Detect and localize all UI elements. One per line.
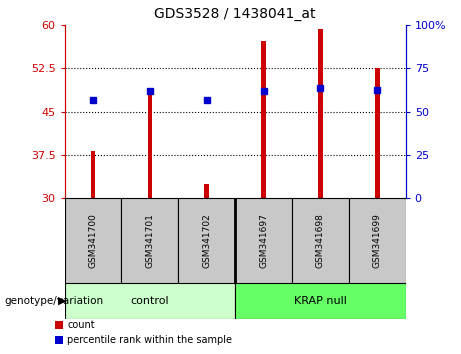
Text: GSM341701: GSM341701 bbox=[145, 213, 154, 268]
Title: GDS3528 / 1438041_at: GDS3528 / 1438041_at bbox=[154, 7, 316, 21]
Text: GSM341700: GSM341700 bbox=[89, 213, 97, 268]
Bar bbox=[148, 94, 152, 198]
Bar bbox=[318, 29, 323, 198]
Bar bbox=[261, 41, 266, 198]
Legend: count, percentile rank within the sample: count, percentile rank within the sample bbox=[51, 316, 236, 349]
Text: GSM341699: GSM341699 bbox=[373, 213, 382, 268]
FancyBboxPatch shape bbox=[121, 198, 178, 283]
Text: GSM341698: GSM341698 bbox=[316, 213, 325, 268]
FancyBboxPatch shape bbox=[235, 198, 292, 283]
Text: ▶: ▶ bbox=[58, 296, 66, 306]
Text: GSM341702: GSM341702 bbox=[202, 213, 211, 268]
Text: genotype/variation: genotype/variation bbox=[5, 296, 104, 306]
Text: GSM341697: GSM341697 bbox=[259, 213, 268, 268]
FancyBboxPatch shape bbox=[178, 198, 235, 283]
Text: control: control bbox=[130, 296, 169, 306]
FancyBboxPatch shape bbox=[349, 198, 406, 283]
Bar bbox=[375, 68, 379, 198]
FancyBboxPatch shape bbox=[65, 198, 121, 283]
Bar bbox=[204, 184, 209, 198]
FancyBboxPatch shape bbox=[235, 283, 406, 319]
Text: KRAP null: KRAP null bbox=[294, 296, 347, 306]
FancyBboxPatch shape bbox=[292, 198, 349, 283]
Bar bbox=[91, 151, 95, 198]
FancyBboxPatch shape bbox=[65, 283, 235, 319]
